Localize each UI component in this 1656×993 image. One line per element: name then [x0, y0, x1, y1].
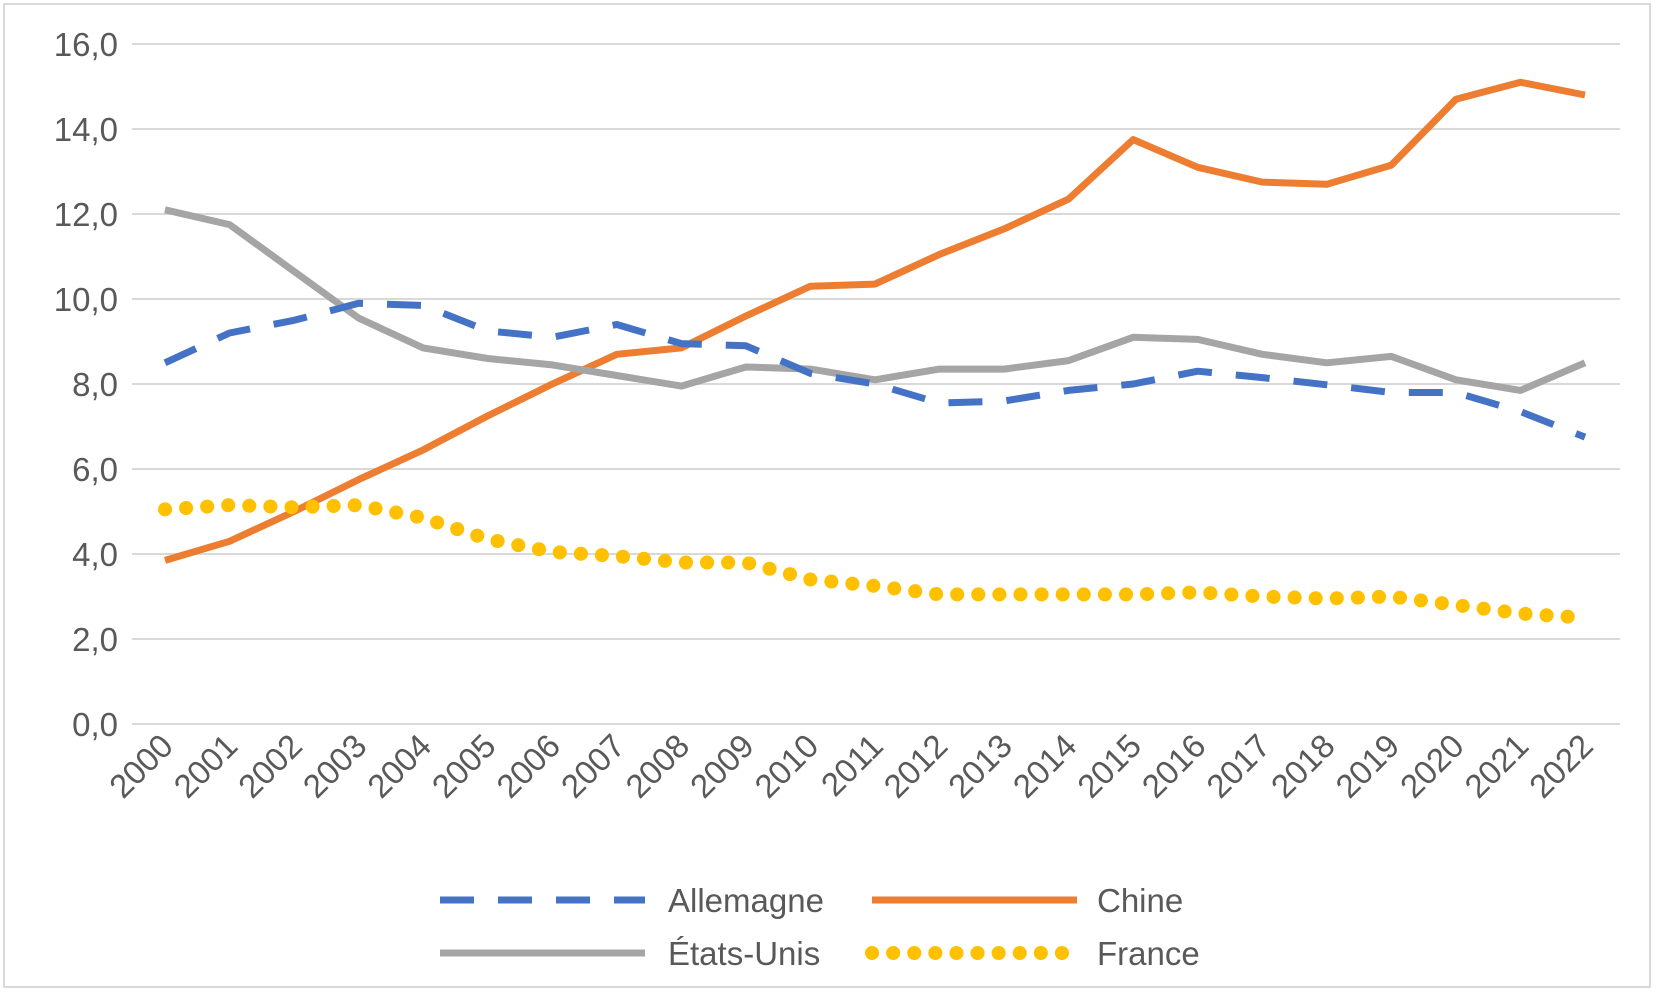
x-tick-label: 2004 [360, 727, 438, 805]
x-tick-label: 2013 [941, 727, 1019, 805]
x-tick-label: 2014 [1006, 727, 1084, 805]
series-lines [158, 78, 1592, 625]
series-line-2 [164, 206, 1587, 394]
x-tick-label: 2002 [231, 727, 309, 805]
x-tick-label: 2005 [425, 727, 503, 805]
x-tick-label: 2009 [683, 727, 761, 805]
y-tick-label: 2,0 [72, 621, 118, 658]
y-tick-label: 14,0 [54, 111, 118, 148]
x-tick-label: 2011 [814, 727, 890, 803]
x-tick-label: 2019 [1328, 727, 1406, 805]
x-tick-label: 2018 [1264, 727, 1342, 805]
y-tick-label: 12,0 [54, 196, 118, 233]
x-tick-label: 2008 [618, 727, 696, 805]
y-tick-label: 6,0 [72, 451, 118, 488]
x-axis-ticks: 2000200120022003200420052006200720082009… [102, 727, 1600, 805]
y-tick-label: 0,0 [72, 706, 118, 743]
x-tick-label: 2017 [1199, 727, 1277, 805]
y-tick-label: 16,0 [54, 26, 118, 63]
x-tick-label: 2021 [1457, 727, 1535, 805]
x-tick-label: 2016 [1135, 727, 1213, 805]
x-tick-label: 2020 [1393, 727, 1471, 805]
x-tick-label: 2003 [296, 727, 374, 805]
x-tick-label: 2001 [166, 727, 244, 805]
x-tick-label: 2015 [1070, 727, 1148, 805]
legend-label: France [1097, 935, 1200, 972]
y-tick-label: 4,0 [72, 536, 118, 573]
legend-label: Allemagne [668, 882, 824, 919]
gridlines [132, 43, 1620, 725]
x-tick-label: 2010 [747, 727, 825, 805]
legend-label: Chine [1097, 882, 1183, 919]
y-axis-ticks: 0,0 2,0 4,0 6,0 8,0 10,0 12,0 14,0 16,0 [54, 26, 118, 743]
y-tick-label: 8,0 [72, 366, 118, 403]
y-tick-label: 10,0 [54, 281, 118, 318]
x-tick-label: 2022 [1522, 727, 1600, 805]
series-line-3 [158, 498, 1592, 625]
x-tick-label: 2007 [554, 727, 632, 805]
series-line-0 [163, 299, 1587, 441]
x-tick-label: 2012 [876, 727, 954, 805]
x-tick-label: 2006 [489, 727, 567, 805]
legend: Allemagne Chine États-Unis France [440, 882, 1200, 972]
series-line-1 [164, 78, 1586, 564]
legend-label: États-Unis [668, 935, 820, 972]
